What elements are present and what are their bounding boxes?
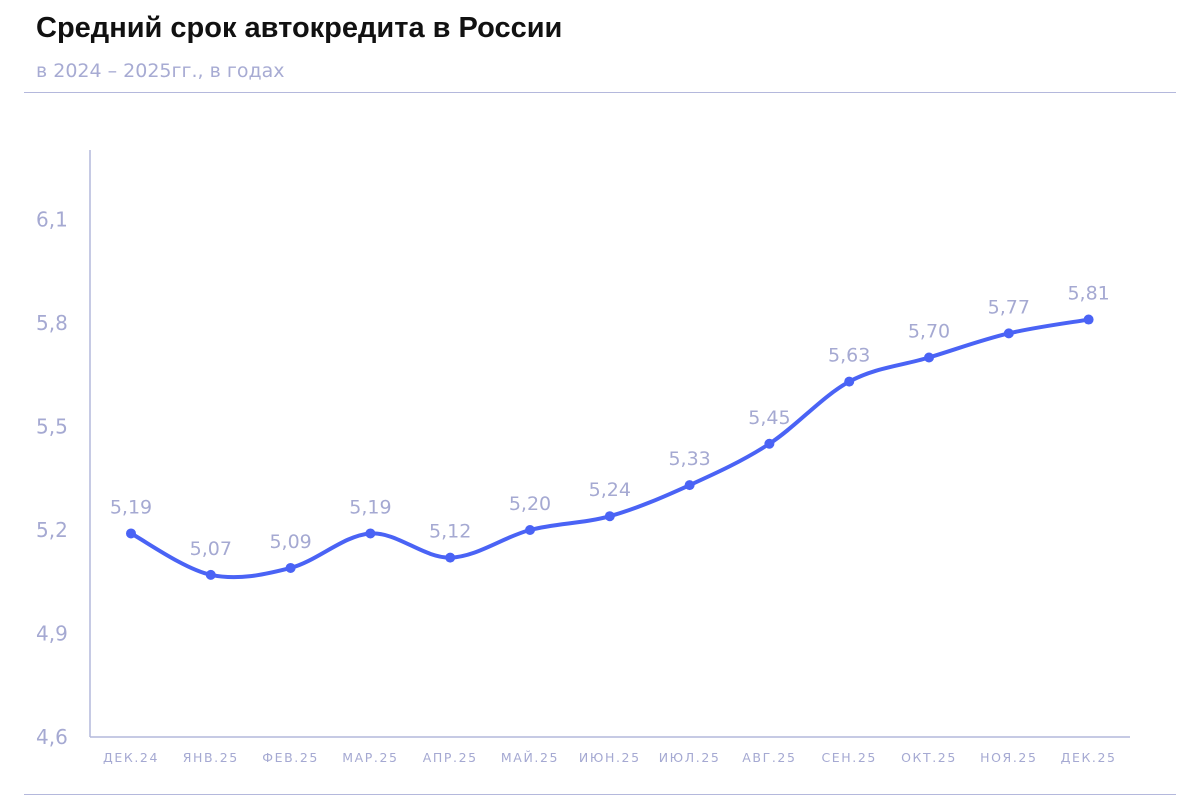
data-label: 5,81 <box>1067 283 1109 305</box>
x-axis-ticks: ДЕК.24 ЯНВ.25 ФЕВ.25 МАР.25 АПР.25 МАЙ.25 ИЮН.… <box>103 750 1117 765</box>
data-label: 5,19 <box>349 496 391 518</box>
data-point <box>764 438 775 449</box>
data-label: 5,19 <box>110 496 152 518</box>
x-tick-label: ЯНВ.25 <box>183 750 239 765</box>
data-label: 5,20 <box>509 493 551 515</box>
x-tick-label: ФЕВ.25 <box>262 750 319 765</box>
data-point <box>445 552 456 563</box>
x-tick-label: СЕН.25 <box>821 750 877 765</box>
data-label: 5,77 <box>988 296 1030 318</box>
y-tick-label: 6,1 <box>36 208 68 232</box>
y-tick-label: 4,6 <box>36 725 68 749</box>
data-point <box>525 525 535 535</box>
data-label: 5,07 <box>190 538 232 560</box>
y-tick-label: 5,5 <box>36 415 68 439</box>
data-label: 5,12 <box>429 521 471 543</box>
y-tick-label: 5,8 <box>36 311 68 335</box>
series-group <box>126 314 1094 580</box>
data-point <box>1083 314 1094 325</box>
data-point <box>285 562 296 573</box>
data-label: 5,63 <box>828 345 870 367</box>
x-tick-label: ИЮЛ.25 <box>659 750 721 765</box>
x-tick-label: МАР.25 <box>342 750 398 765</box>
chart-axes <box>89 150 1130 738</box>
data-point <box>844 376 855 387</box>
header-divider <box>24 92 1176 93</box>
x-tick-label: ОКТ.25 <box>901 750 957 765</box>
chart-title: Средний срок автокредита в России <box>36 12 563 44</box>
x-tick-label: АПР.25 <box>423 750 478 765</box>
x-tick-label: МАЙ.25 <box>501 750 559 765</box>
y-axis-ticks: 4,6 4,9 5,2 5,5 5,8 6,1 <box>36 208 68 750</box>
data-label: 5,33 <box>668 448 710 470</box>
data-point <box>1003 328 1014 339</box>
x-tick-label: АВГ.25 <box>742 750 796 765</box>
data-label: 5,45 <box>748 407 790 429</box>
data-point <box>924 352 934 363</box>
data-label: 5,70 <box>908 321 950 343</box>
x-tick-label: НОЯ.25 <box>980 750 1037 765</box>
data-point <box>205 569 216 580</box>
data-point <box>126 528 136 539</box>
data-labels: 5,19 5,07 5,09 5,19 5,12 5,20 5,24 5,33 5,45 5,63… <box>110 283 1110 560</box>
chart-subtitle: в 2024 – 2025гг., в годах <box>36 60 285 82</box>
data-label: 5,24 <box>589 479 631 501</box>
y-tick-label: 4,9 <box>36 622 68 646</box>
x-tick-label: ИЮН.25 <box>579 750 641 765</box>
data-point <box>684 480 695 491</box>
data-label: 5,09 <box>269 531 311 553</box>
data-point <box>604 511 615 522</box>
data-point <box>365 528 376 539</box>
x-tick-label: ДЕК.25 <box>1061 750 1117 765</box>
footer-divider <box>24 794 1176 795</box>
x-tick-label: ДЕК.24 <box>103 750 159 765</box>
y-tick-label: 5,2 <box>36 518 68 542</box>
